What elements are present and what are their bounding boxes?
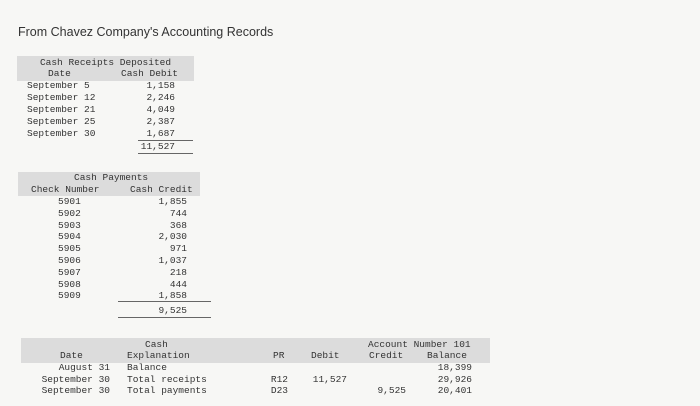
payments-bottom-rule bbox=[118, 317, 211, 318]
receipt-amount: 1,687 bbox=[146, 128, 175, 139]
payment-check: 5904 bbox=[58, 231, 81, 243]
ledger-account-name: Cash bbox=[145, 339, 168, 350]
ledger-explanation: Balance bbox=[127, 362, 167, 373]
payments-col-check: Check Number bbox=[31, 184, 100, 195]
receipts-total-rule bbox=[138, 140, 193, 141]
receipts-caption: Cash Receipts Deposited bbox=[39, 57, 172, 68]
payments-col-amount: Cash Credit bbox=[130, 184, 193, 195]
ledger-date: September 30 bbox=[41, 385, 110, 396]
payments-total-rule bbox=[118, 301, 211, 302]
payment-check: 5908 bbox=[58, 278, 81, 290]
payments-caption: Cash Payments bbox=[74, 172, 149, 183]
payment-amount: 1,855 bbox=[158, 196, 187, 207]
ledger-account-number: Account Number 101 bbox=[368, 339, 471, 350]
receipt-amount: 2,246 bbox=[146, 92, 175, 103]
receipts-bottom-rule bbox=[138, 153, 193, 154]
ledger-col-debit: Debit bbox=[311, 350, 340, 361]
receipt-amount: 2,387 bbox=[146, 116, 175, 127]
ledger-pr: D23 bbox=[270, 385, 288, 396]
payment-amount: 971 bbox=[169, 243, 187, 255]
payment-amount: 1,037 bbox=[158, 255, 187, 266]
payment-amount: 744 bbox=[169, 207, 187, 219]
payment-check: 5906 bbox=[58, 255, 81, 266]
ledger-balance: 18,399 bbox=[437, 362, 472, 373]
receipt-date: September 30 bbox=[27, 128, 96, 139]
ledger-col-pr: PR bbox=[273, 350, 285, 361]
ledger-explanation: Total receipts bbox=[127, 373, 207, 385]
receipts-header-bg bbox=[17, 56, 194, 81]
receipts-col-amount: Cash Debit bbox=[121, 68, 179, 79]
receipt-date: September 21 bbox=[27, 104, 96, 115]
ledger-date: September 30 bbox=[41, 373, 110, 385]
receipt-amount: 4,049 bbox=[146, 104, 175, 115]
payment-amount: 444 bbox=[169, 278, 187, 290]
payment-amount: 1,858 bbox=[158, 290, 187, 302]
ledger-explanation: Total payments bbox=[127, 385, 207, 396]
payment-check: 5907 bbox=[58, 266, 81, 278]
receipts-total: 11,527 bbox=[140, 141, 175, 152]
payment-check: 5901 bbox=[58, 196, 81, 207]
ledger-pr: R12 bbox=[270, 373, 288, 385]
payment-amount: 218 bbox=[169, 266, 187, 278]
ledger-col-balance: Balance bbox=[427, 350, 467, 361]
payment-check: 5903 bbox=[58, 219, 81, 231]
ledger-balance: 29,926 bbox=[437, 373, 472, 385]
ledger-credit: 9,525 bbox=[377, 385, 406, 396]
receipt-amount: 1,158 bbox=[146, 80, 175, 91]
ledger-debit: 11,527 bbox=[312, 373, 347, 385]
ledger-date: August 31 bbox=[58, 362, 110, 373]
ledger-balance: 20,401 bbox=[437, 385, 472, 396]
receipt-date: September 5 bbox=[27, 80, 90, 91]
payment-amount: 2,030 bbox=[158, 231, 187, 243]
payments-header-bg bbox=[18, 172, 200, 196]
receipts-col-date: Date bbox=[48, 68, 71, 79]
payment-check: 5902 bbox=[58, 207, 81, 219]
ledger-col-explanation: Explanation bbox=[127, 350, 190, 361]
payment-check: 5905 bbox=[58, 243, 81, 255]
payment-check: 5909 bbox=[58, 290, 81, 302]
payment-amount: 368 bbox=[169, 219, 187, 231]
receipt-date: September 12 bbox=[27, 92, 96, 103]
page-title: From Chavez Company's Accounting Records bbox=[18, 25, 274, 39]
ledger-header-bg bbox=[21, 338, 490, 363]
ledger-col-credit: Credit bbox=[369, 350, 404, 361]
payments-total: 9,525 bbox=[158, 305, 187, 316]
ledger-col-date: Date bbox=[60, 350, 83, 361]
receipt-date: September 25 bbox=[27, 116, 96, 127]
